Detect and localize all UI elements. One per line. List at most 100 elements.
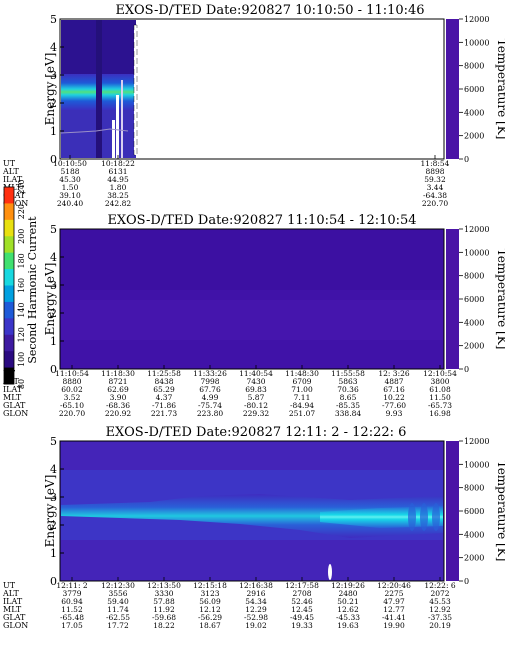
panel3-cell-ilat: 54.34 bbox=[245, 597, 267, 606]
panel3-cell-ilat: 52.46 bbox=[291, 597, 313, 606]
panel1-row-label-glon: GLON bbox=[3, 199, 28, 208]
panel2-row-label-glon: GLON bbox=[3, 409, 28, 418]
panel3-cell-ilat: 57.88 bbox=[153, 597, 175, 606]
panel3-cell-ilat: 50.21 bbox=[337, 597, 358, 606]
panel2-cell-glon: 338.84 bbox=[335, 409, 361, 418]
panel3-cell-mlt: 11.92 bbox=[153, 605, 175, 614]
panel2-cell-ilat: 67.16 bbox=[383, 385, 405, 394]
panel2-cell-ilat: 65.29 bbox=[153, 385, 175, 394]
panel3-cell-mlt: 11.74 bbox=[107, 605, 129, 614]
panel2-cell-glat: -71.86 bbox=[152, 401, 176, 410]
panel3-cell-alt: 3556 bbox=[108, 589, 127, 598]
panel3-orbit-table: UT 12:11: 2 12:12:30 12:13:50 12:15:18 12:16:… bbox=[2, 577, 456, 630]
panel3-row-label-ilat: ILAT bbox=[3, 597, 23, 606]
panel1-y-axis: 0 1 2 3 4 5 bbox=[50, 13, 64, 166]
panel1-right-tick-label: 2000 bbox=[464, 132, 484, 141]
panel2-cell-alt: 3800 bbox=[430, 377, 449, 386]
panel3-cell-alt: 3330 bbox=[154, 589, 173, 598]
panel2-y-axis: 0 1 2 3 4 5 bbox=[50, 223, 64, 376]
panel3-ytick-label: 2 bbox=[50, 519, 57, 532]
panel3-title: EXOS-D/TED Date:920827 12:11: 2 - 12:22:… bbox=[106, 425, 407, 440]
colorbar-swatch bbox=[4, 269, 14, 286]
panel2-right-label: Temperature [K] bbox=[495, 249, 505, 350]
panel2-cell-alt: 8880 bbox=[62, 377, 81, 386]
panel3-cell-ut: 12:15:18 bbox=[193, 581, 227, 590]
panel3-right-label: Temperature [K] bbox=[495, 461, 505, 562]
panel3-row-label-glon: GLON bbox=[3, 621, 28, 630]
panel2-cell-glat: -80.12 bbox=[244, 401, 268, 410]
panel3-cell-mlt: 12.45 bbox=[291, 605, 313, 614]
panel1-temperature-scale bbox=[446, 19, 459, 159]
panel1-cell-ut: 10:10:50 bbox=[53, 159, 87, 168]
panel2-cell-mlt: 11.50 bbox=[429, 393, 451, 402]
panel2-row-label-ilat: ILAT bbox=[3, 385, 23, 394]
panel1-cell-mlt: 3.44 bbox=[427, 183, 444, 192]
panel2-cell-mlt: 3.52 bbox=[64, 393, 81, 402]
panel2-cell-mlt: 4.99 bbox=[202, 393, 219, 402]
panel3-spike bbox=[328, 564, 332, 580]
panel1-spike-1 bbox=[116, 95, 119, 158]
panel1-cell-glat: -64.38 bbox=[423, 191, 447, 200]
panel3-cell-glat: -45.33 bbox=[336, 613, 360, 622]
panel3-cell-glat: -37.35 bbox=[428, 613, 452, 622]
panel2-cell-glon: 229.32 bbox=[243, 409, 269, 418]
panel1-cell-ilat: 59.32 bbox=[424, 175, 446, 184]
panel1-cell-alt: 8898 bbox=[425, 167, 444, 176]
panel2-row-label-alt: ALT bbox=[2, 377, 19, 386]
panel2-row-label-mlt: MLT bbox=[3, 393, 22, 402]
panel2-ytick-label: 2 bbox=[50, 307, 57, 320]
panel3-cell-ut: 12:19:26 bbox=[331, 581, 365, 590]
panel1-spike-2 bbox=[121, 80, 123, 158]
panel1-row-label-ut: UT bbox=[3, 159, 16, 168]
colorbar-tick-label: 140 bbox=[17, 302, 26, 317]
panel3-right-tick-label: 2000 bbox=[464, 554, 484, 563]
panel3-cell-alt: 3779 bbox=[62, 589, 81, 598]
panel1-cell-glat: 38.25 bbox=[107, 191, 129, 200]
panel3-cell-ilat: 60.94 bbox=[61, 597, 83, 606]
panel2-texture-mid bbox=[61, 300, 443, 340]
panel3-row-label-mlt: MLT bbox=[3, 605, 22, 614]
colorbar-swatch bbox=[4, 351, 14, 369]
panel2-cell-ilat: 61.08 bbox=[429, 385, 451, 394]
panel3-cell-mlt: 12.62 bbox=[337, 605, 359, 614]
panel1-orbit-table: UT 10:10:50 10:18:22 11:8:54 ALT 5188 6131 8898… bbox=[2, 155, 450, 208]
panel3-cell-glat: -52.98 bbox=[244, 613, 268, 622]
panel3-cell-alt: 3123 bbox=[200, 589, 219, 598]
panel2-cell-ut: 12: 3:26 bbox=[378, 369, 410, 378]
panel2-right-tick-label: 6000 bbox=[464, 295, 484, 304]
colorbar-swatch bbox=[4, 252, 14, 270]
panel2-cell-ut: 11:25:58 bbox=[147, 369, 181, 378]
panel3-right-tick-label: 0 bbox=[464, 577, 469, 586]
panel3-ytick-label: 1 bbox=[50, 547, 57, 560]
panel3-right-tick-label: 12000 bbox=[464, 437, 489, 446]
panel2-cell-glat: -75.74 bbox=[198, 401, 222, 410]
panel2-cell-glat: -77.60 bbox=[382, 401, 406, 410]
colorbar-swatch bbox=[4, 367, 14, 385]
panel1-cell-mlt: 1.80 bbox=[110, 183, 127, 192]
panel2-cell-mlt: 5.87 bbox=[248, 393, 265, 402]
panel1-cell-glon: 240.40 bbox=[57, 199, 83, 208]
panel2-cell-glat: -65.10 bbox=[60, 401, 84, 410]
panel2-row-label-ut: UT bbox=[3, 369, 16, 378]
panel3-cell-glon: 19.63 bbox=[337, 621, 359, 630]
panel3-cell-glon: 17.05 bbox=[61, 621, 83, 630]
colorbar-tick-label: 100 bbox=[17, 352, 26, 367]
colorbar-tick-label: 80 bbox=[17, 379, 26, 389]
panel2-cell-glon: 9.93 bbox=[386, 409, 403, 418]
panel3-cell-glat: -41.41 bbox=[382, 613, 406, 622]
colorbar-swatch bbox=[4, 334, 14, 352]
panel3-cell-mlt: 11.52 bbox=[61, 605, 83, 614]
panel2-ytick-label: 4 bbox=[50, 251, 57, 264]
panel2-cell-ut: 11:18:30 bbox=[101, 369, 135, 378]
panel1-right-tick-label: 4000 bbox=[464, 108, 484, 117]
panel1-ytick-label: 5 bbox=[50, 13, 57, 26]
colorbar-label: Second Harmonic Current bbox=[26, 216, 39, 364]
panel3-right-axis: 0 2000 4000 6000 8000 10000 12000 bbox=[459, 437, 489, 586]
panel2-right-tick-label: 0 bbox=[464, 365, 469, 374]
panel3-cell-glat: -56.29 bbox=[198, 613, 222, 622]
panel3-cell-alt: 2916 bbox=[246, 589, 265, 598]
panel3-right-tick-label: 8000 bbox=[464, 484, 484, 493]
panel2-cell-ut: 11:10:54 bbox=[55, 369, 89, 378]
panel3-cell-mlt: 12.92 bbox=[429, 605, 451, 614]
panel3-cell-ut: 12:20:46 bbox=[377, 581, 411, 590]
